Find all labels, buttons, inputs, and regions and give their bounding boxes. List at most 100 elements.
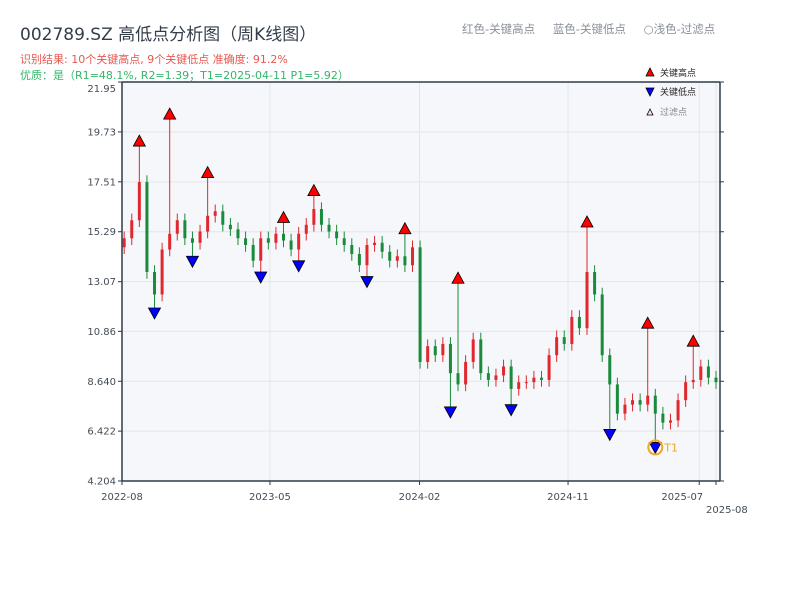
x-tick-label: 2025-07	[661, 492, 703, 503]
key-high-marker	[276, 210, 291, 223]
candle-body	[691, 379, 695, 383]
key-low-marker	[147, 307, 162, 320]
candle-body	[274, 233, 278, 243]
candle-body	[160, 249, 164, 295]
legend-high: 关键高点	[660, 67, 696, 79]
candle-body	[373, 242, 377, 246]
key-low-marker	[185, 255, 200, 269]
candle-body	[312, 209, 316, 225]
candle-body	[494, 375, 498, 380]
candle-body	[532, 377, 536, 383]
key-high-marker	[686, 334, 700, 347]
key-low-marker	[254, 271, 268, 284]
candle-body	[714, 377, 718, 383]
candle-body	[676, 400, 680, 421]
candle-body	[517, 382, 521, 389]
candle-body	[577, 316, 581, 329]
candle-body	[228, 224, 232, 230]
candle-body	[221, 211, 225, 225]
candle-body	[137, 182, 141, 221]
candle-body	[524, 382, 528, 384]
candle-body	[441, 343, 445, 356]
candle-body	[319, 209, 323, 225]
result-summary: 识别结果: 10个关键高点, 9个关键低点 准确度: 91.2%	[20, 53, 288, 66]
candle-body	[153, 271, 157, 295]
legend: 关键高点 关键低点 过滤点	[645, 67, 696, 118]
candle-body	[585, 271, 589, 329]
candle-body	[388, 251, 392, 261]
y-tick-label: 6.422	[87, 427, 116, 438]
hint-high: 红色-关键高点	[462, 22, 536, 36]
candle-body	[395, 256, 399, 261]
quality-summary: 优质：是（R1=48.1%, R2=1.39；T1=2025-04-11 P1=…	[20, 69, 349, 82]
candle-body	[122, 238, 126, 248]
key-low-marker	[360, 276, 374, 289]
candle-body	[206, 215, 210, 232]
key-high-marker	[451, 271, 465, 284]
candle-body	[365, 245, 369, 266]
t1-label: T1	[663, 441, 678, 454]
candle-body	[547, 355, 551, 380]
candle-body	[570, 316, 574, 344]
key-high-marker	[307, 183, 321, 196]
candle-body	[509, 366, 513, 389]
candle-body	[668, 420, 672, 423]
key-high-marker	[398, 221, 412, 235]
color-hint: 红色-关键高点 蓝色-关键低点 ○浅色-过滤点	[462, 21, 729, 37]
candle-body	[699, 366, 703, 380]
x-tick-label: 2023-05	[249, 492, 291, 503]
key-low-marker	[443, 406, 458, 419]
candle-body	[479, 339, 483, 374]
candle-body	[190, 238, 194, 243]
candle-body	[130, 220, 134, 239]
candle-body	[403, 256, 407, 266]
key-high-marker	[580, 215, 594, 228]
y-tick-label: 10.86	[87, 327, 116, 338]
candle-body	[175, 220, 179, 234]
x-tick-label: 2024-02	[399, 492, 441, 503]
candle-body	[426, 346, 430, 362]
candle-body	[213, 211, 217, 216]
candles	[122, 119, 718, 443]
y-tick-label: 15.29	[87, 227, 116, 238]
candle-body	[562, 337, 566, 344]
candle-body	[304, 224, 308, 234]
key-low-marker	[504, 404, 518, 417]
candle-body	[183, 220, 187, 239]
key-high-marker	[132, 134, 147, 147]
legend-low: 关键低点	[660, 86, 696, 98]
candle-body	[251, 245, 255, 261]
key-low-marker	[292, 260, 306, 273]
candle-body	[282, 233, 286, 241]
candle-body	[684, 382, 688, 401]
candle-body	[464, 361, 468, 385]
candle-body	[615, 384, 619, 414]
y-tick-label: 19.73	[87, 127, 116, 138]
x-tick-label: 2025-08	[706, 505, 748, 516]
candle-body	[259, 238, 263, 261]
candle-body	[168, 233, 172, 250]
legend-filtered: 过滤点	[660, 106, 687, 118]
candle-body	[638, 400, 642, 405]
candle-body	[593, 271, 597, 295]
candle-body	[631, 400, 635, 405]
candle-body	[342, 238, 346, 246]
candle-body	[410, 247, 414, 266]
candle-body	[289, 240, 293, 250]
x-tick-label: 2022-08	[101, 492, 143, 503]
y-tick-label: 8.640	[87, 377, 116, 388]
candle-body	[653, 395, 657, 414]
candle-body	[236, 229, 240, 239]
x-tick-label: 2024-11	[547, 492, 589, 503]
candle-body	[555, 337, 559, 356]
candle-body	[266, 238, 270, 243]
candle-body	[502, 366, 506, 376]
y-tick-label: 17.51	[87, 177, 116, 188]
t1-ring	[647, 439, 664, 456]
markers: T1	[132, 107, 700, 456]
key-low-marker	[603, 428, 617, 442]
key-low-marker	[648, 442, 662, 455]
y-tick-label: 4.204	[87, 477, 116, 488]
candle-body	[357, 254, 361, 266]
key-high-marker	[200, 165, 215, 178]
